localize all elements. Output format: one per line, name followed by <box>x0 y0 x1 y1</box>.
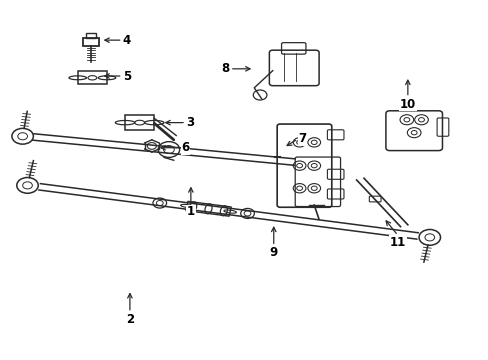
Text: 5: 5 <box>122 69 131 82</box>
Text: 6: 6 <box>181 141 189 154</box>
Text: 7: 7 <box>298 132 305 145</box>
Text: 11: 11 <box>389 235 406 249</box>
Text: 8: 8 <box>221 62 229 75</box>
Text: 3: 3 <box>185 116 194 129</box>
Text: 2: 2 <box>125 313 134 326</box>
Text: 9: 9 <box>269 246 277 259</box>
Text: 1: 1 <box>186 205 195 218</box>
Text: 4: 4 <box>122 33 131 47</box>
Text: 10: 10 <box>399 98 415 111</box>
